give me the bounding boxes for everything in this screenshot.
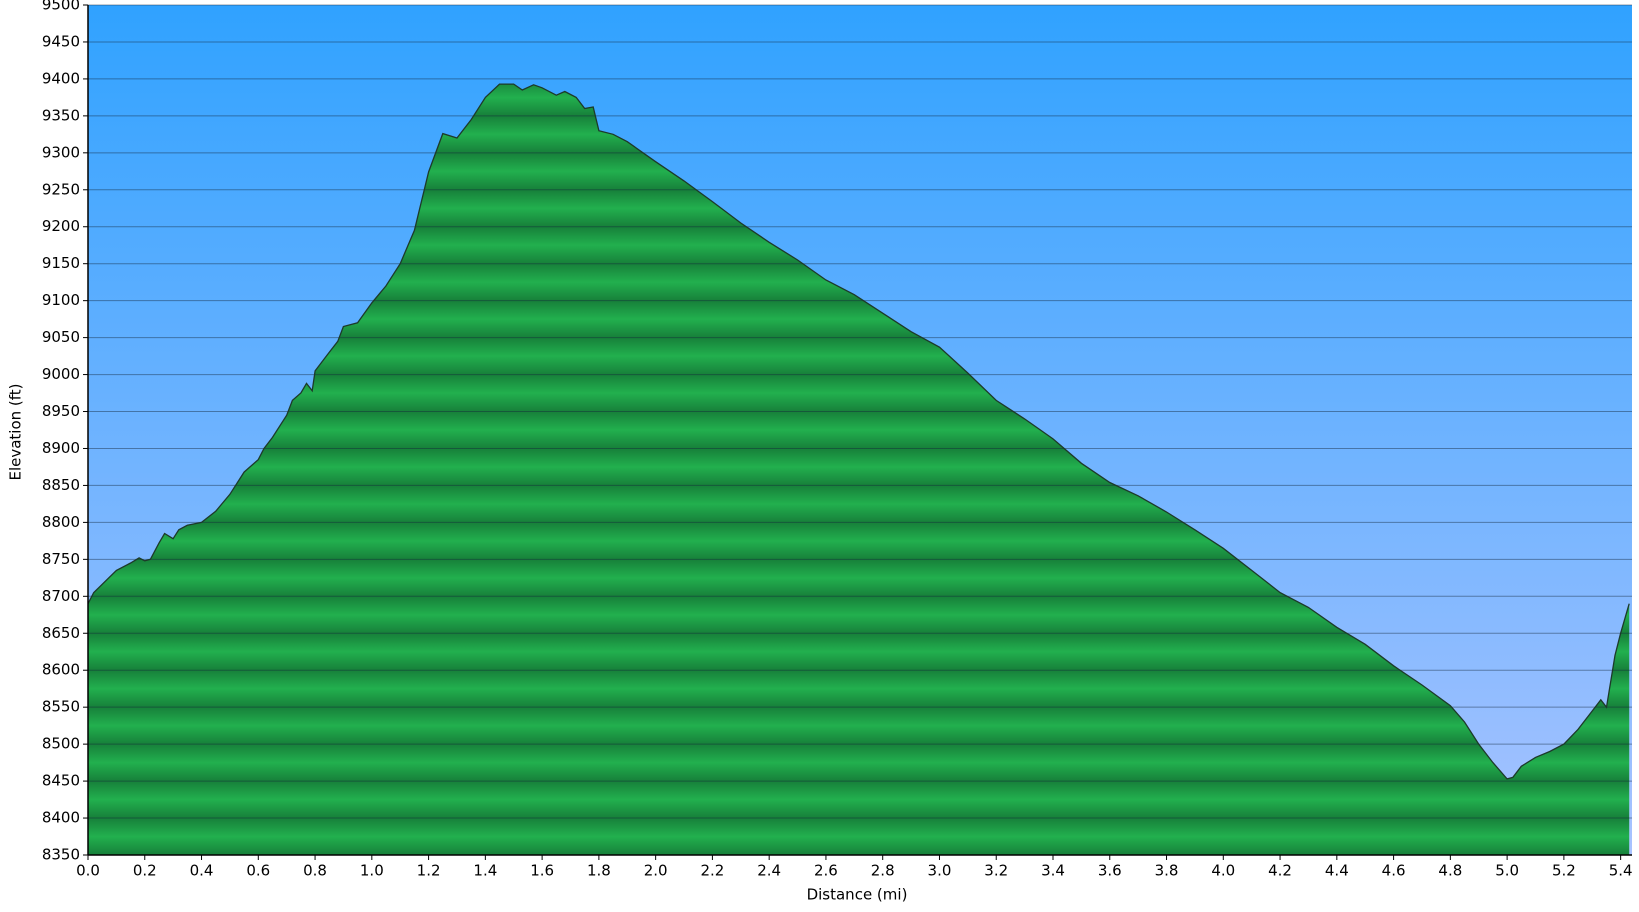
x-tick-label: 3.6 (1098, 862, 1122, 880)
x-tick-label: 5.0 (1495, 862, 1519, 880)
y-tick-label: 8850 (42, 476, 80, 494)
elevation-area (88, 84, 1630, 856)
x-tick-label: 0.8 (303, 862, 327, 880)
x-tick-label: 0.4 (190, 862, 214, 880)
x-tick-label: 5.4 (1609, 862, 1633, 880)
x-tick-label: 4.4 (1325, 862, 1349, 880)
y-tick-label: 9200 (42, 217, 80, 235)
y-tick-label: 8450 (42, 772, 80, 790)
x-tick-label: 3.0 (928, 862, 952, 880)
y-tick-label: 8350 (42, 846, 80, 864)
x-tick-label: 0.0 (76, 862, 100, 880)
y-tick-label: 9150 (42, 254, 80, 272)
x-tick-label: 1.0 (360, 862, 384, 880)
x-tick-label: 4.0 (1211, 862, 1235, 880)
y-tick-label: 9250 (42, 180, 80, 198)
x-tick-label: 0.6 (246, 862, 270, 880)
x-tick-label: 2.2 (700, 862, 724, 880)
x-tick-label: 1.6 (530, 862, 554, 880)
y-tick-label: 9050 (42, 328, 80, 346)
y-tick-label: 9000 (42, 365, 80, 383)
y-tick-label: 8400 (42, 809, 80, 827)
y-tick-label: 9500 (42, 0, 80, 14)
x-tick-label: 2.6 (814, 862, 838, 880)
y-tick-label: 9300 (42, 143, 80, 161)
x-tick-label: 4.2 (1268, 862, 1292, 880)
x-tick-label: 2.0 (644, 862, 668, 880)
x-tick-label: 1.2 (417, 862, 441, 880)
y-tick-label: 8600 (42, 661, 80, 679)
elevation-line (87, 83, 1630, 780)
y-tick-label: 9450 (42, 32, 80, 50)
y-tick-label: 8500 (42, 735, 80, 753)
y-tick-label: 9100 (42, 291, 80, 309)
y-tick-label: 8550 (42, 698, 80, 716)
x-axis-label: Distance (mi) (807, 886, 908, 904)
x-tick-label: 1.4 (473, 862, 497, 880)
x-tick-label: 3.2 (984, 862, 1008, 880)
x-tick-label: 0.2 (133, 862, 157, 880)
y-tick-label: 8750 (42, 550, 80, 568)
y-tick-label: 8950 (42, 402, 80, 420)
x-tick-label: 4.8 (1438, 862, 1462, 880)
x-tick-label: 5.2 (1552, 862, 1576, 880)
x-tick-label: 1.8 (587, 862, 611, 880)
x-tick-label: 4.6 (1382, 862, 1406, 880)
y-tick-label: 8700 (42, 587, 80, 605)
x-tick-label: 3.4 (1041, 862, 1065, 880)
y-axis-label: Elevation (ft) (7, 383, 25, 480)
y-tick-label: 9400 (42, 69, 80, 87)
y-tick-label: 8900 (42, 439, 80, 457)
y-tick-label: 8650 (42, 624, 80, 642)
x-tick-label: 3.8 (1155, 862, 1179, 880)
x-tick-label: 2.8 (871, 862, 895, 880)
y-tick-label: 9350 (42, 106, 80, 124)
x-tick-label: 2.4 (757, 862, 781, 880)
y-tick-label: 8800 (42, 513, 80, 531)
